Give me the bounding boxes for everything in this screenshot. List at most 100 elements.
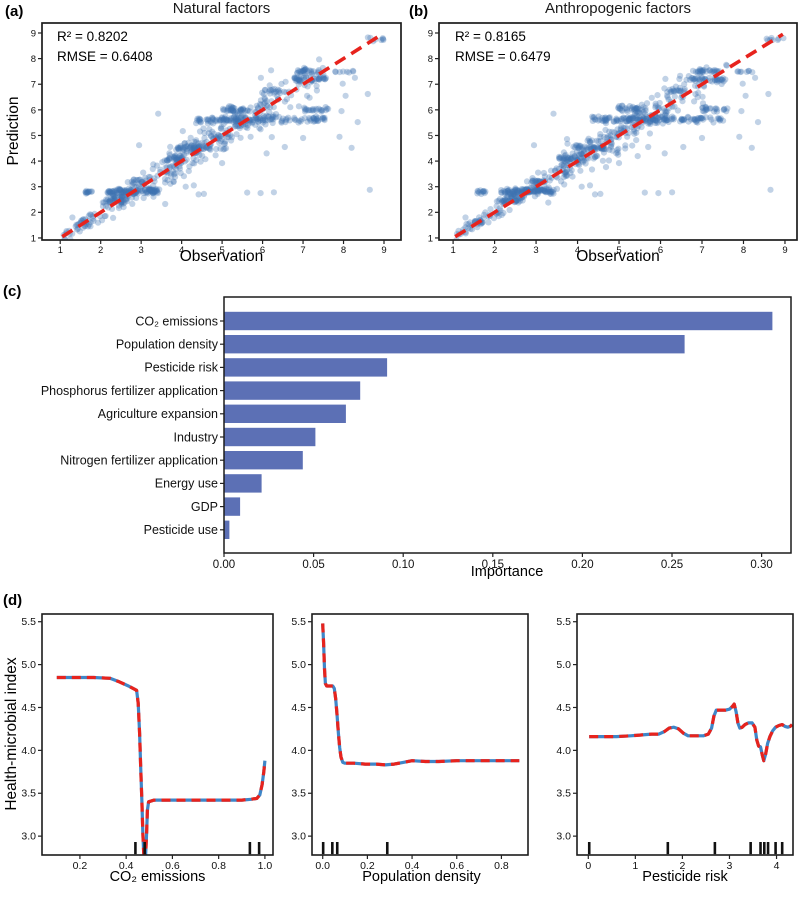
scatter-point (506, 189, 513, 196)
scatter-point (754, 119, 762, 126)
scatter-point (624, 114, 631, 121)
scatter-point (530, 188, 537, 195)
scatter-point (222, 118, 230, 125)
scatter-point (642, 115, 649, 122)
scatter-point (505, 187, 512, 194)
scatter-point (268, 134, 275, 141)
scatter-point (105, 187, 113, 195)
scatter-point (278, 80, 285, 87)
scatter-point (315, 76, 322, 83)
x-tick-label: 0.15 (482, 559, 504, 571)
scatter-point (224, 107, 232, 114)
scatter-point (532, 188, 539, 195)
scatter-point (662, 111, 669, 118)
scatter-point (699, 93, 706, 100)
scatter-point (702, 107, 709, 114)
scatter-point (549, 188, 556, 195)
scatter-point (137, 185, 144, 192)
scatter-point (556, 155, 563, 162)
scatter-point (614, 149, 621, 156)
scatter-point (465, 224, 472, 231)
scatter-point (643, 100, 651, 107)
scatter-point (655, 114, 662, 121)
scatter-point (501, 197, 508, 204)
scatter-point (88, 188, 95, 195)
scatter-point (296, 117, 303, 124)
scatter-point (296, 68, 303, 75)
scatter-point (244, 124, 251, 132)
scatter-point (73, 226, 81, 233)
scatter-point (209, 116, 217, 123)
scatter-point (508, 188, 516, 195)
importance-bar (224, 520, 230, 539)
scatter-point (642, 110, 649, 117)
scatter-point (598, 146, 606, 153)
scatter-point (545, 184, 552, 191)
scatter-point (534, 177, 541, 184)
scatter-point (695, 89, 702, 96)
scatter-point (572, 142, 580, 149)
scatter-point (259, 89, 266, 96)
scatter-point (87, 223, 94, 230)
scatter-point (643, 115, 650, 122)
scatter-point (87, 219, 94, 226)
scatter-point (556, 153, 563, 160)
scatter-point (249, 116, 257, 124)
scatter-point (257, 126, 264, 133)
scatter-point (735, 68, 742, 75)
scatter-point (191, 138, 198, 145)
scatter-point (109, 189, 116, 196)
scatter-point (691, 98, 698, 105)
scatter-point (611, 129, 618, 136)
scatter-point (152, 188, 159, 196)
scatter-point (656, 116, 664, 123)
scatter-point (476, 189, 483, 196)
scatter-point (364, 90, 371, 98)
scatter-point (490, 215, 497, 222)
scatter-point (504, 188, 511, 195)
scatter-point (647, 117, 654, 125)
scatter-point (618, 116, 625, 123)
scatter-point (166, 155, 173, 163)
scatter-point (179, 145, 187, 152)
y-tick-label: 3.0 (556, 831, 571, 843)
scatter-point (261, 114, 268, 121)
scatter-point (703, 68, 710, 75)
x-tick-label: 0.8 (494, 860, 509, 872)
scatter-point (636, 106, 643, 113)
scatter-point (262, 86, 269, 93)
scatter-point (212, 152, 219, 159)
scatter-point (296, 78, 303, 85)
scatter-point (130, 180, 137, 187)
scatter-point (143, 188, 150, 195)
scatter-point (477, 187, 484, 194)
scatter-point (149, 186, 156, 193)
scatter-point (219, 115, 226, 122)
x-tick-label: 1 (450, 245, 455, 256)
scatter-point (218, 136, 226, 143)
scatter-point (694, 69, 701, 76)
scatter-point (560, 174, 567, 181)
scatter-point (338, 108, 345, 115)
scatter-point (304, 68, 311, 75)
scatter-point (752, 74, 759, 81)
scatter-point (144, 190, 151, 197)
scatter-point (573, 148, 581, 155)
scatter-point (313, 82, 320, 90)
scatter-point (130, 176, 137, 184)
scatter-point (496, 196, 503, 203)
scatter-point (626, 117, 633, 124)
scatter-point (150, 161, 157, 168)
scatter-point (597, 133, 604, 141)
scatter-point (154, 190, 161, 197)
scatter-point (87, 211, 94, 218)
scatter-point (189, 146, 196, 153)
scatter-point (581, 143, 588, 150)
scatter-point (103, 203, 110, 210)
scatter-point (510, 191, 517, 198)
scatter-point (106, 197, 113, 204)
panel-a-label: (a) (5, 3, 24, 20)
scatter-point (745, 67, 752, 74)
scatter-point (263, 102, 270, 109)
scatter-point (718, 76, 725, 83)
